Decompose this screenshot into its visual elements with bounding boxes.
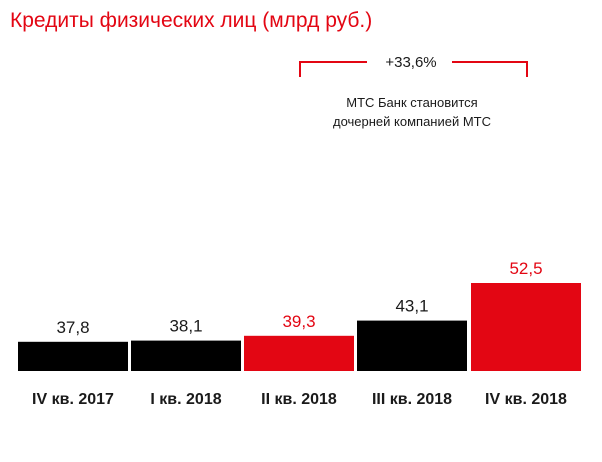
value-label-4: 43,1 (395, 297, 428, 316)
value-label-1: 37,8 (56, 318, 89, 337)
chart-title: Кредиты физических лиц (млрд руб.) (10, 9, 372, 32)
value-label-5: 52,5 (509, 259, 542, 278)
event-note-line-1: МТС Банк становится (346, 95, 477, 110)
growth-percent-label: +33,6% (385, 54, 436, 71)
value-label-3: 39,3 (282, 312, 315, 331)
category-label-1: IV кв. 2017 (32, 391, 114, 408)
bar-1 (18, 341, 128, 371)
bracket-left-arm (299, 61, 367, 77)
event-note-line-2: дочерней компанией МТС (333, 114, 491, 129)
category-label-5: IV кв. 2018 (485, 391, 567, 408)
value-label-2: 38,1 (169, 317, 202, 336)
category-label-3: II кв. 2018 (261, 391, 337, 408)
bracket-right-arm (452, 61, 528, 77)
value-labels-group: 37,8 38,1 39,3 43,1 52,5 (56, 259, 542, 337)
growth-bracket: +33,6% (299, 54, 528, 77)
category-labels-group: IV кв. 2017 I кв. 2018 II кв. 2018 III кв. … (32, 391, 567, 408)
bar-2 (131, 340, 241, 371)
event-note: МТС Банк становится дочерней компанией М… (333, 95, 491, 129)
bars-group (18, 283, 581, 371)
category-label-2: I кв. 2018 (150, 391, 221, 408)
category-label-4: III кв. 2018 (372, 391, 452, 408)
bar-3 (244, 335, 354, 371)
bar-5 (471, 283, 581, 371)
bar-4 (357, 320, 467, 371)
